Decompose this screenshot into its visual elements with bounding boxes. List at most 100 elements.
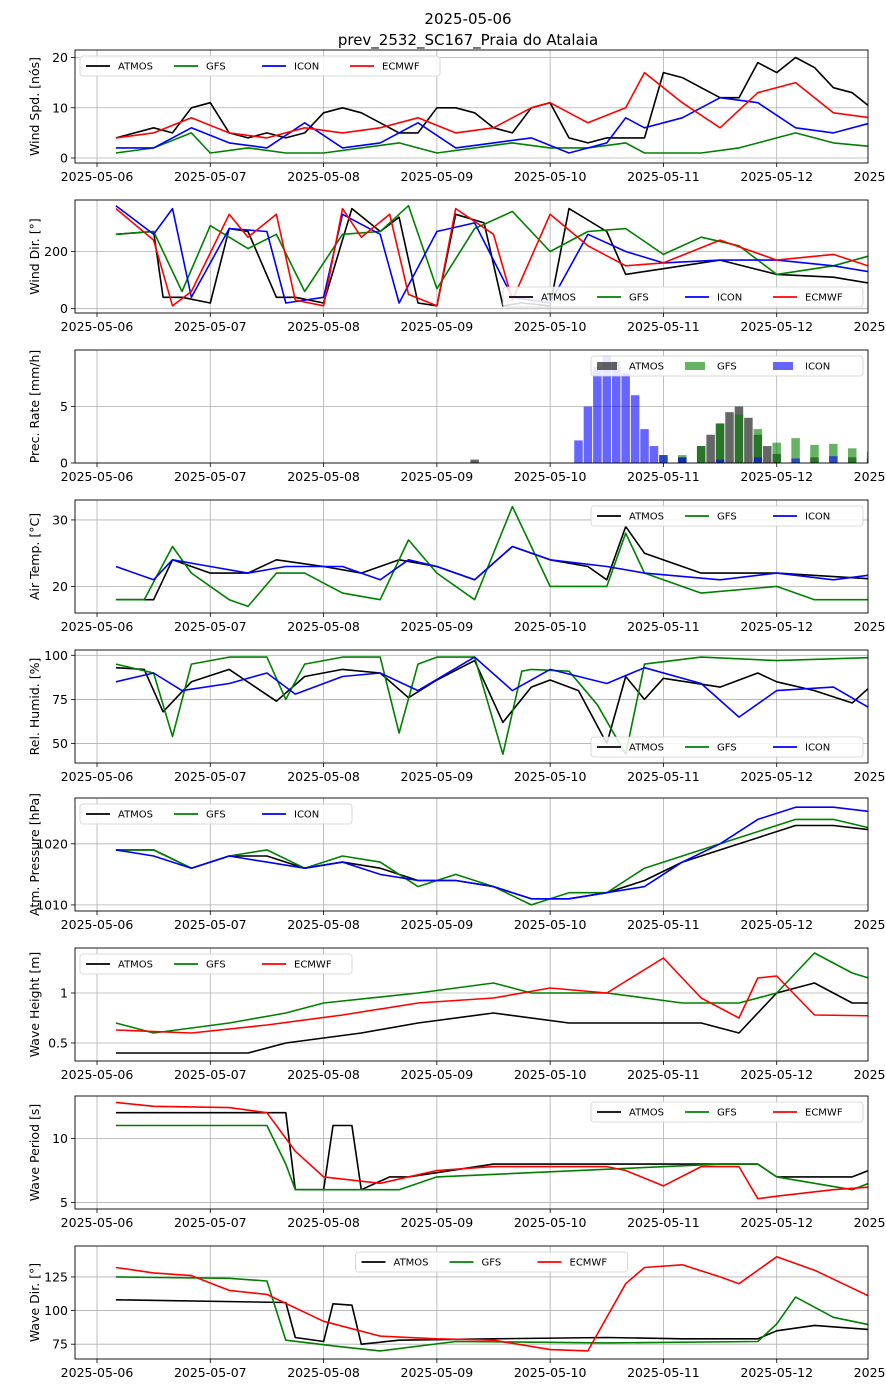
legend-swatch <box>773 362 793 370</box>
bar-icon <box>678 457 687 463</box>
x-tick-label: 2025-05-09 <box>401 917 474 932</box>
legend-label: ICON <box>294 62 319 73</box>
x-tick-label: 2025-05-08 <box>287 1067 360 1082</box>
x-tick-label: 2025-05-07 <box>174 169 247 184</box>
series-line-gfs <box>115 1124 868 1191</box>
legend: ATMOS GFS ICON ECMWF <box>502 286 864 308</box>
legend-box <box>590 1101 864 1123</box>
series-line-icon <box>115 96 868 154</box>
panel-6: 2025-05-06 2025-05-07 2025-05-08 2025-05-09… <box>27 793 886 932</box>
y-axis-label: Wind Spd. [nós] <box>27 57 42 156</box>
series-line-ecmwf <box>115 957 868 1034</box>
x-tick-label: 2025-05-10 <box>514 917 587 932</box>
legend-label: ECMWF <box>570 1258 608 1269</box>
x-tick-label: 2025-05-08 <box>287 469 360 484</box>
y-axis-label: Prec. Rate [mm/h] <box>27 350 42 464</box>
x-tick-label: 2025-05-12 <box>740 1067 813 1082</box>
y-tick-label: 50 <box>52 736 68 751</box>
bar-gfs <box>772 442 781 463</box>
legend: ATMOS GFS ICON <box>79 803 353 825</box>
x-tick-label: 2025-05-10 <box>514 319 587 334</box>
series-line-gfs <box>115 1276 868 1352</box>
x-tick-label: 2025-05-06 <box>61 319 134 334</box>
legend-box <box>590 505 864 527</box>
bar-icon <box>574 440 583 463</box>
series-group <box>115 1101 868 1200</box>
bar-atmos <box>744 417 753 463</box>
bar-icon <box>791 458 800 463</box>
x-tick-label: 2025-05-12 <box>740 917 813 932</box>
x-tick-label: 2025-05-06 <box>61 1365 134 1380</box>
x-tick-label: 2025-05-13 <box>854 1365 886 1380</box>
x-tick-label: 2025-05-09 <box>401 1067 474 1082</box>
legend: ATMOS GFS ICON <box>590 505 864 527</box>
legend: ATMOS GFS ECMWF <box>79 953 353 975</box>
bar-gfs <box>715 423 725 463</box>
series-line-atmos <box>115 1111 868 1191</box>
x-tick-label: 2025-05-10 <box>514 769 587 784</box>
bar-icon <box>621 372 630 463</box>
panel-9: 2025-05-06 2025-05-07 2025-05-08 2025-05-09… <box>27 1245 886 1380</box>
x-tick-label: 2025-05-06 <box>61 1067 134 1082</box>
x-tick-label: 2025-05-13 <box>854 1067 886 1082</box>
y-tick-label: 20 <box>52 579 68 594</box>
x-tick-label: 2025-05-13 <box>854 769 886 784</box>
x-tick-label: 2025-05-09 <box>401 769 474 784</box>
x-tick-label: 2025-05-07 <box>174 1215 247 1230</box>
x-tick-label: 2025-05-07 <box>174 319 247 334</box>
legend-label: ATMOS <box>541 293 576 304</box>
x-tick-label: 2025-05-06 <box>61 1215 134 1230</box>
x-tick-label: 2025-05-08 <box>287 319 360 334</box>
x-tick-label: 2025-05-10 <box>514 619 587 634</box>
legend-box <box>79 803 353 825</box>
legend-label: GFS <box>629 293 649 304</box>
legend-label: ICON <box>294 810 319 821</box>
series-line-icon <box>115 806 868 900</box>
legend-label: ECMWF <box>805 293 843 304</box>
legend-label: ECMWF <box>294 960 332 971</box>
x-tick-label: 2025-05-09 <box>401 1365 474 1380</box>
plot-frame <box>74 797 869 912</box>
y-axis-label: Air Temp. [°C] <box>27 513 42 600</box>
bar-gfs <box>829 443 838 463</box>
legend: ATMOS GFS ECMWF <box>355 1251 628 1273</box>
series-line-ecmwf <box>115 71 868 139</box>
legend-label: ECMWF <box>805 1108 843 1119</box>
legend-box <box>590 355 864 377</box>
series-group <box>115 952 868 1054</box>
bar-gfs <box>810 444 819 463</box>
series-group <box>115 204 868 307</box>
legend-label: ATMOS <box>629 743 664 754</box>
plot-frame <box>74 49 869 164</box>
x-tick-label: 2025-05-11 <box>627 469 700 484</box>
y-tick-label: 10 <box>52 1131 68 1146</box>
x-tick-label: 2025-05-07 <box>174 1067 247 1082</box>
series-line-atmos <box>115 659 868 745</box>
legend-label: ATMOS <box>118 960 153 971</box>
y-tick-label: 0.5 <box>48 1036 68 1051</box>
legend-box <box>79 953 353 975</box>
bar-icon <box>611 361 621 463</box>
series-line-gfs <box>115 505 868 608</box>
y-axis-label: Wave Period [s] <box>27 1104 42 1202</box>
bar-gfs <box>734 414 744 463</box>
series-line-gfs <box>115 204 868 293</box>
x-tick-label: 2025-05-06 <box>61 619 134 634</box>
y-tick-label: 1010 <box>36 897 68 912</box>
legend-label: GFS <box>717 743 737 754</box>
x-tick-label: 2025-05-11 <box>627 319 700 334</box>
y-tick-label: 30 <box>52 512 68 527</box>
x-tick-label: 2025-05-13 <box>854 1215 886 1230</box>
x-tick-label: 2025-05-10 <box>514 1215 587 1230</box>
plot-frame <box>74 1095 869 1210</box>
x-tick-label: 2025-05-08 <box>287 1215 360 1230</box>
y-axis-label: Atm. Pressure [hPa] <box>27 793 42 916</box>
x-tick-label: 2025-05-07 <box>174 769 247 784</box>
y-tick-label: 0 <box>60 150 68 165</box>
x-tick-label: 2025-05-12 <box>740 1365 813 1380</box>
y-tick-label: 1020 <box>36 836 68 851</box>
y-tick-label: 0 <box>60 456 68 471</box>
legend-label: ICON <box>717 293 742 304</box>
panel-7: 2025-05-06 2025-05-07 2025-05-08 2025-05-09… <box>27 947 886 1082</box>
y-tick-label: 1 <box>60 986 68 1001</box>
